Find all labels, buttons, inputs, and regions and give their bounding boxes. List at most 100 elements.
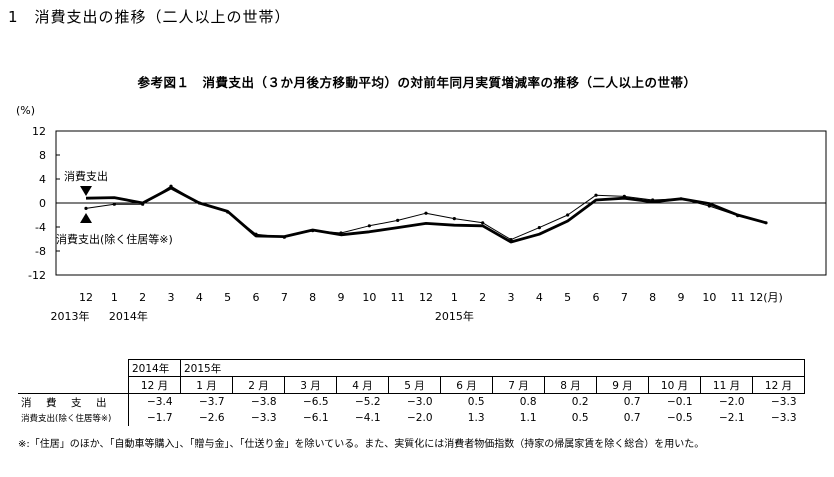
table-cell: −2.1	[719, 412, 745, 424]
legend-label-excl-housing: 消費支出(除く住居等※)	[56, 232, 173, 246]
table-cell: −1.7	[128, 410, 181, 426]
x-tick-label: 6	[253, 291, 260, 304]
series-point	[679, 197, 683, 201]
table-cell: −2.0	[719, 396, 745, 408]
x-tick-label: 5	[224, 291, 231, 304]
table-cell: −3.4	[128, 393, 181, 410]
series-point	[112, 202, 116, 206]
x-tick-label: 6	[593, 291, 600, 304]
table-month-header: 1 月	[180, 376, 233, 394]
row-label-excl-housing: 消費支出(除く住居等※)	[21, 414, 112, 424]
table-month-header: 8 月	[544, 376, 597, 394]
table-month-header: 12 月	[752, 376, 805, 394]
chart-title: 参考図１ 消費支出（３か月後方移動平均）の対前年同月実質増減率の推移（二人以上の…	[137, 75, 697, 90]
series-point	[282, 235, 286, 239]
series-point	[254, 232, 258, 236]
series-point	[594, 193, 598, 197]
table-month-header: 7 月	[492, 376, 545, 394]
table-cell: −6.5	[303, 396, 329, 408]
footnote: ※:「住居」のほか、「自動車等購入」、「贈与金」、「仕送り金」を除いている。また…	[18, 439, 705, 450]
series-point	[764, 221, 768, 225]
table-cell: −2.6	[199, 412, 225, 424]
table-cell: 1.1	[519, 412, 537, 424]
table-month-header: 6 月	[440, 376, 493, 394]
x-tick-label: 1	[451, 291, 458, 304]
table-year-2014: 2014年	[128, 359, 181, 377]
table-cell: 0.5	[571, 412, 589, 424]
x-tick-label: 12	[419, 291, 433, 304]
legend-arrow-down-icon	[80, 186, 92, 196]
table-month-header: 11 月	[700, 376, 753, 394]
table-cell: −0.5	[667, 412, 693, 424]
x-year-label: 2014年	[109, 309, 148, 323]
series-point	[424, 211, 428, 215]
series-point	[452, 217, 456, 221]
x-tick-label: 12	[79, 291, 93, 304]
table-cell: −5.2	[355, 396, 381, 408]
table-year-row: 2014年 2015年	[18, 359, 805, 377]
table-cell: −3.0	[407, 396, 433, 408]
table-cell: −3.3	[771, 396, 797, 408]
x-tick-label: 3	[168, 291, 175, 304]
x-tick-label: 8	[649, 291, 656, 304]
x-year-label: 2013年	[51, 309, 90, 323]
row-label-consumption: 消 費 支 出	[21, 396, 109, 409]
x-tick-label: 5	[564, 291, 571, 304]
table-cell: −3.7	[199, 396, 225, 408]
series-point	[226, 210, 230, 214]
x-tick-label: 4	[536, 291, 543, 304]
x-tick-label: 1	[111, 291, 118, 304]
series-point	[622, 194, 626, 198]
x-tick-label: 7	[281, 291, 288, 304]
table-row: 消 費 支 出 −3.4 −3.7 −3.8 −6.5 −5.2 −3.0 0.5 0.8 0.…	[18, 393, 805, 410]
series-point	[651, 198, 655, 202]
x-tick-label: 12(月)	[749, 291, 783, 304]
y-tick-label: -8	[35, 245, 46, 258]
table-month-header: 5 月	[388, 376, 441, 394]
table-month-header: 10 月	[648, 376, 701, 394]
table-cell: −0.1	[667, 396, 693, 408]
x-tick-label: 10	[702, 291, 716, 304]
x-tick-label: 2	[479, 291, 486, 304]
y-tick-label: 0	[39, 197, 46, 210]
table-cell: 0.7	[623, 396, 641, 408]
series-point	[84, 206, 88, 210]
series-point	[197, 201, 201, 205]
table-month-header: 9 月	[596, 376, 649, 394]
x-tick-label: 11	[391, 291, 405, 304]
series-point	[311, 229, 315, 233]
x-tick-label: 9	[338, 291, 345, 304]
series-point	[141, 202, 145, 206]
table-cell: −3.3	[251, 412, 277, 424]
table-cell: −3.3	[771, 412, 797, 424]
y-tick-label: -12	[28, 269, 46, 282]
y-axis-unit-label: (%)	[16, 104, 35, 117]
table-month-header: 3 月	[284, 376, 337, 394]
x-tick-label: 11	[731, 291, 745, 304]
table-cell: 0.5	[467, 396, 485, 408]
series-point	[736, 214, 740, 218]
x-tick-label: 9	[678, 291, 685, 304]
series-point	[566, 213, 570, 217]
legend-label-consumption: 消費支出	[64, 169, 108, 183]
series-point	[367, 224, 371, 228]
y-tick-label: -4	[35, 221, 46, 234]
table-month-header: 2 月	[232, 376, 285, 394]
y-tick-label: 8	[39, 149, 46, 162]
y-tick-label: 4	[39, 173, 46, 186]
x-tick-label: 2	[139, 291, 146, 304]
table-cell: −4.1	[355, 412, 381, 424]
table-cell: −3.8	[251, 396, 277, 408]
table-cell: 0.8	[519, 396, 537, 408]
series-point	[537, 226, 541, 230]
x-year-label: 2015年	[435, 309, 474, 323]
series-point	[481, 221, 485, 225]
chart-series	[84, 184, 768, 244]
table-cell: −6.1	[303, 412, 329, 424]
x-tick-label: 10	[362, 291, 376, 304]
x-tick-label: 8	[309, 291, 316, 304]
x-tick-label: 3	[508, 291, 515, 304]
table-year-2015: 2015年	[180, 359, 805, 377]
